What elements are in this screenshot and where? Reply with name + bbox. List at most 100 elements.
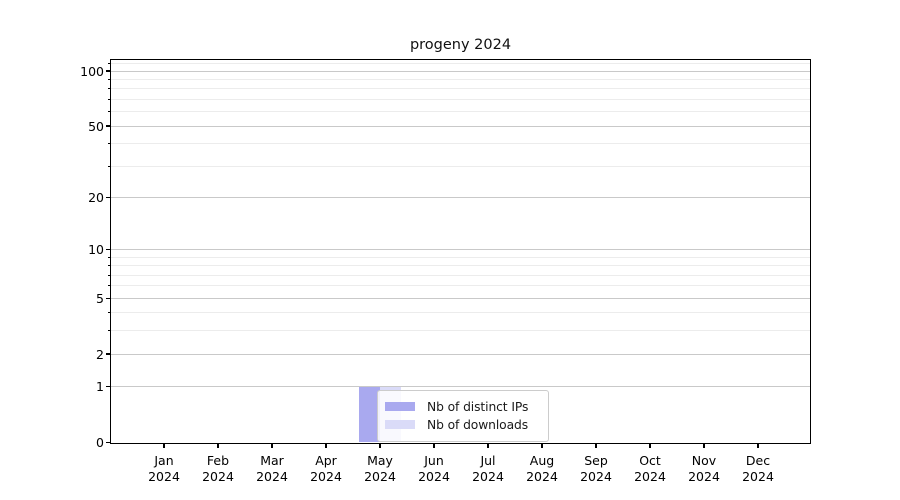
y-minor-tick <box>107 274 110 276</box>
y-major-tick <box>106 386 110 388</box>
plot-area <box>110 58 811 444</box>
x-tick-label: May 2024 <box>348 453 412 484</box>
y-minor-tick <box>107 62 110 64</box>
x-tick-month: Apr <box>315 453 337 468</box>
y-minor-tick <box>107 256 110 258</box>
minor-gridline <box>110 111 811 113</box>
y-major-tick <box>106 441 110 444</box>
major-gridline <box>110 70 811 72</box>
x-tick-year: 2024 <box>742 468 774 484</box>
major-gridline <box>110 249 811 251</box>
y-minor-tick <box>107 312 110 314</box>
x-major-tick <box>217 444 219 448</box>
minor-gridline <box>110 265 811 267</box>
major-gridline <box>110 297 811 299</box>
minor-gridline <box>110 78 811 80</box>
x-major-tick <box>325 444 327 448</box>
x-major-tick <box>703 444 705 448</box>
x-tick-label: Mar 2024 <box>240 453 304 484</box>
x-tick-label: Dec 2024 <box>726 453 790 484</box>
x-tick-month: Dec <box>745 453 771 468</box>
legend-swatch-nb-of-downloads <box>385 419 415 430</box>
x-major-tick <box>757 444 759 448</box>
legend-item: Nb of distinct IPs <box>385 398 540 416</box>
minor-gridline <box>110 98 811 100</box>
x-tick-month: Feb <box>206 453 230 468</box>
legend-label: Nb of distinct IPs <box>427 399 529 414</box>
x-tick-label: Sep 2024 <box>564 453 628 484</box>
chart-title: progeny 2024 <box>409 37 512 53</box>
y-major-tick <box>106 70 110 72</box>
y-minor-tick <box>107 88 110 90</box>
x-tick-year: 2024 <box>202 468 234 484</box>
major-gridline <box>110 196 811 198</box>
x-tick-label: Feb 2024 <box>186 453 250 484</box>
minor-gridline <box>110 285 811 287</box>
x-tick-month: Nov <box>691 453 717 468</box>
x-tick-label: Oct 2024 <box>618 453 682 484</box>
legend-item: Nb of downloads <box>385 416 540 434</box>
minor-gridline <box>110 165 811 167</box>
y-major-tick <box>106 248 110 251</box>
major-gridline <box>110 386 811 388</box>
y-tick-label: 50 <box>88 118 104 134</box>
major-gridline <box>110 353 811 355</box>
x-tick-label: Jun 2024 <box>402 453 466 484</box>
x-major-tick <box>163 444 165 448</box>
y-tick-label: 5 <box>96 290 104 306</box>
x-major-tick <box>487 444 489 448</box>
x-major-tick <box>433 444 435 448</box>
x-tick-year: 2024 <box>418 468 450 484</box>
x-tick-year: 2024 <box>526 468 558 484</box>
y-tick-label: 10 <box>88 242 104 258</box>
x-tick-month: Sep <box>584 453 608 468</box>
x-tick-year: 2024 <box>634 468 666 484</box>
minor-gridline <box>110 143 811 145</box>
y-minor-tick <box>107 111 110 113</box>
x-major-tick <box>541 444 543 448</box>
x-major-tick <box>595 444 597 448</box>
y-minor-tick <box>107 78 110 80</box>
y-minor-tick <box>107 98 110 100</box>
x-tick-label: Nov 2024 <box>672 453 736 484</box>
x-tick-month: May <box>367 453 393 468</box>
x-tick-year: 2024 <box>580 468 612 484</box>
y-tick-label: 0 <box>96 435 104 450</box>
minor-gridline <box>110 256 811 258</box>
x-tick-label: Apr 2024 <box>294 453 358 484</box>
y-tick-label: 100 <box>80 63 104 79</box>
bar-nb-of-distinct-ips <box>359 386 380 443</box>
y-minor-tick <box>107 165 110 167</box>
legend: Nb of distinct IPs Nb of downloads <box>377 389 549 442</box>
minor-gridline <box>110 312 811 314</box>
y-minor-tick <box>107 265 110 267</box>
minor-gridline <box>110 63 811 64</box>
x-tick-year: 2024 <box>364 468 396 484</box>
axis-spine-left <box>110 58 112 444</box>
minor-gridline <box>110 274 811 276</box>
y-minor-tick <box>107 143 110 145</box>
x-major-tick <box>379 444 381 448</box>
x-tick-month: Mar <box>260 453 284 468</box>
y-minor-tick <box>107 330 110 332</box>
axis-spine-bottom <box>110 442 811 444</box>
x-tick-month: Jun <box>424 453 444 468</box>
y-tick-label: 2 <box>96 346 104 362</box>
x-tick-month: Aug <box>529 453 555 468</box>
y-major-tick <box>106 353 110 355</box>
minor-gridline <box>110 330 811 332</box>
x-tick-label: Jul 2024 <box>456 453 520 484</box>
x-major-tick <box>271 444 273 448</box>
y-major-tick <box>106 297 110 299</box>
x-tick-month: Jul <box>480 453 496 468</box>
y-tick-label: 20 <box>88 189 104 205</box>
x-tick-month: Oct <box>639 453 661 468</box>
axis-spine-right <box>809 58 811 444</box>
minor-gridline <box>110 88 811 90</box>
x-tick-year: 2024 <box>256 468 288 484</box>
y-tick-label: 1 <box>96 379 104 395</box>
x-major-tick <box>649 444 651 448</box>
x-tick-year: 2024 <box>310 468 342 484</box>
y-major-tick <box>106 125 110 127</box>
x-tick-month: Jan <box>154 453 174 468</box>
